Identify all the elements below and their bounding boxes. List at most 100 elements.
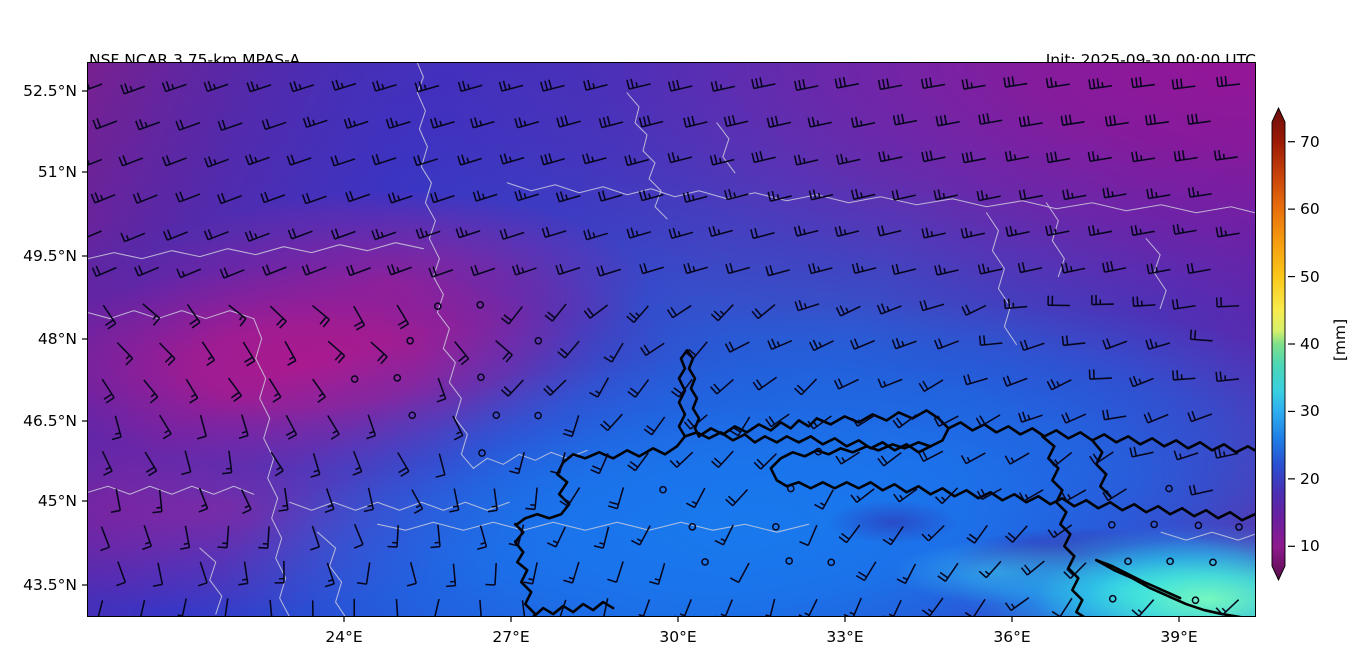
wind-barb-icon bbox=[1017, 262, 1043, 274]
wind-barb-icon bbox=[1143, 412, 1169, 424]
wind-barb-icon bbox=[1045, 225, 1070, 237]
wind-barb-icon bbox=[855, 561, 877, 582]
wind-barb-icon bbox=[964, 598, 986, 616]
wind-barb-icon bbox=[581, 153, 607, 165]
wind-barb-icon bbox=[499, 228, 525, 240]
wind-barb-icon bbox=[1060, 262, 1086, 274]
wind-barb-icon bbox=[353, 598, 356, 616]
wind-barb-icon bbox=[1215, 226, 1240, 238]
wind-barb-icon bbox=[110, 488, 122, 513]
wind-barb-icon bbox=[185, 378, 199, 404]
wind-barb-icon bbox=[1045, 77, 1070, 89]
wind-barb-icon bbox=[260, 191, 286, 204]
wind-barb-icon bbox=[978, 560, 1002, 579]
wind-barb-icon bbox=[556, 115, 581, 128]
wind-barb-icon bbox=[454, 341, 470, 366]
wind-barb-icon bbox=[363, 487, 375, 513]
wind-barb-icon bbox=[710, 304, 734, 322]
wind-barb-icon bbox=[1004, 150, 1030, 162]
wind-barb-icon bbox=[920, 77, 946, 90]
wind-barb-icon bbox=[724, 341, 750, 353]
wind-barb-icon bbox=[1089, 451, 1114, 465]
wind-barb-icon bbox=[385, 117, 411, 129]
wind-barb-icon bbox=[710, 378, 734, 395]
wind-barb-icon bbox=[311, 600, 314, 616]
wind-barb-icon bbox=[261, 118, 287, 131]
wind-barb-icon bbox=[843, 597, 862, 616]
calm-wind-circle-icon bbox=[1166, 557, 1174, 566]
longitude-tick-label: 36°E bbox=[993, 628, 1031, 646]
wind-barb-icon bbox=[563, 561, 580, 584]
wind-barb-icon bbox=[357, 562, 371, 585]
wind-barb-icon bbox=[1005, 525, 1028, 543]
wind-barb-icon bbox=[723, 115, 749, 128]
wind-barb-icon bbox=[649, 562, 666, 586]
wind-barb-icon bbox=[877, 378, 903, 389]
wind-barb-icon bbox=[457, 154, 482, 166]
wind-barb-icon bbox=[330, 155, 356, 167]
wind-barb-icon bbox=[143, 379, 159, 404]
wind-barb-icon bbox=[477, 525, 488, 551]
wind-barb-icon bbox=[833, 378, 859, 390]
wind-barb-icon bbox=[627, 379, 650, 398]
coastline-layer bbox=[513, 349, 1255, 616]
wind-barb-icon bbox=[1130, 225, 1155, 237]
wind-barb-icon bbox=[343, 117, 369, 129]
longitude-tick-label: 24°E bbox=[325, 628, 363, 646]
wind-barb-icon bbox=[387, 525, 400, 548]
wind-barb-icon bbox=[1046, 379, 1072, 391]
wind-barb-icon bbox=[683, 115, 708, 128]
wind-barb-icon bbox=[975, 414, 1001, 427]
colorbar[interactable] bbox=[1271, 106, 1290, 582]
wind-barb-icon bbox=[850, 488, 875, 503]
wind-barb-icon bbox=[933, 415, 959, 427]
wind-barb-icon bbox=[851, 262, 877, 274]
wind-barb-icon bbox=[600, 413, 623, 432]
wind-barb-icon bbox=[883, 599, 902, 616]
wind-barb-icon bbox=[753, 453, 777, 470]
wind-barb-icon bbox=[287, 228, 313, 240]
wind-barb-icon bbox=[521, 600, 526, 616]
wind-barb-icon bbox=[834, 76, 859, 89]
calm-wind-circle-icon bbox=[814, 447, 823, 456]
wind-barb-icon bbox=[238, 414, 249, 439]
wind-barb-icon bbox=[766, 115, 792, 128]
wind-barb-icon bbox=[268, 378, 282, 403]
wind-barb-icon bbox=[1018, 489, 1044, 502]
wind-barb-icon bbox=[607, 561, 624, 583]
wind-barb-icon bbox=[198, 487, 209, 513]
wind-barb-icon bbox=[933, 189, 958, 201]
wind-barb-icon bbox=[411, 489, 424, 515]
wind-barb-icon bbox=[1146, 188, 1171, 200]
wind-barb-icon bbox=[525, 487, 538, 511]
wind-barb-icon bbox=[370, 341, 388, 365]
wind-barb-icon bbox=[963, 374, 988, 386]
wind-barb-icon bbox=[850, 188, 876, 201]
wind-barb-icon bbox=[1088, 369, 1112, 380]
wind-barb-icon bbox=[430, 524, 441, 549]
wind-barb-icon bbox=[301, 264, 327, 276]
wind-barb-icon bbox=[937, 562, 959, 582]
wind-barb-icon bbox=[630, 525, 651, 546]
wind-barb-icon bbox=[436, 377, 447, 403]
wind-barb-icon bbox=[725, 262, 750, 275]
longitude-tick-label: 33°E bbox=[826, 628, 864, 646]
wind-barb-icon bbox=[371, 228, 397, 241]
wind-barb-icon bbox=[1172, 223, 1197, 235]
wind-barb-icon bbox=[1172, 370, 1196, 381]
wind-barb-icon bbox=[1061, 412, 1087, 424]
wind-barb-icon bbox=[1102, 338, 1128, 350]
calm-wind-circle-icon bbox=[1165, 484, 1173, 493]
wind-barb-icon bbox=[555, 191, 581, 203]
wind-barb-icon bbox=[921, 524, 945, 542]
map-plot-area[interactable] bbox=[87, 62, 1256, 617]
wind-barb-icon bbox=[222, 450, 233, 475]
wind-barb-icon bbox=[500, 306, 523, 325]
wind-barb-icon bbox=[814, 489, 834, 510]
wind-barb-icon bbox=[152, 562, 164, 588]
wind-barb-icon bbox=[203, 229, 229, 241]
wind-barb-icon bbox=[91, 265, 117, 278]
colorbar-gradient bbox=[1271, 106, 1286, 582]
wind-barb-icon bbox=[244, 230, 270, 242]
wind-barb-icon bbox=[669, 451, 694, 468]
